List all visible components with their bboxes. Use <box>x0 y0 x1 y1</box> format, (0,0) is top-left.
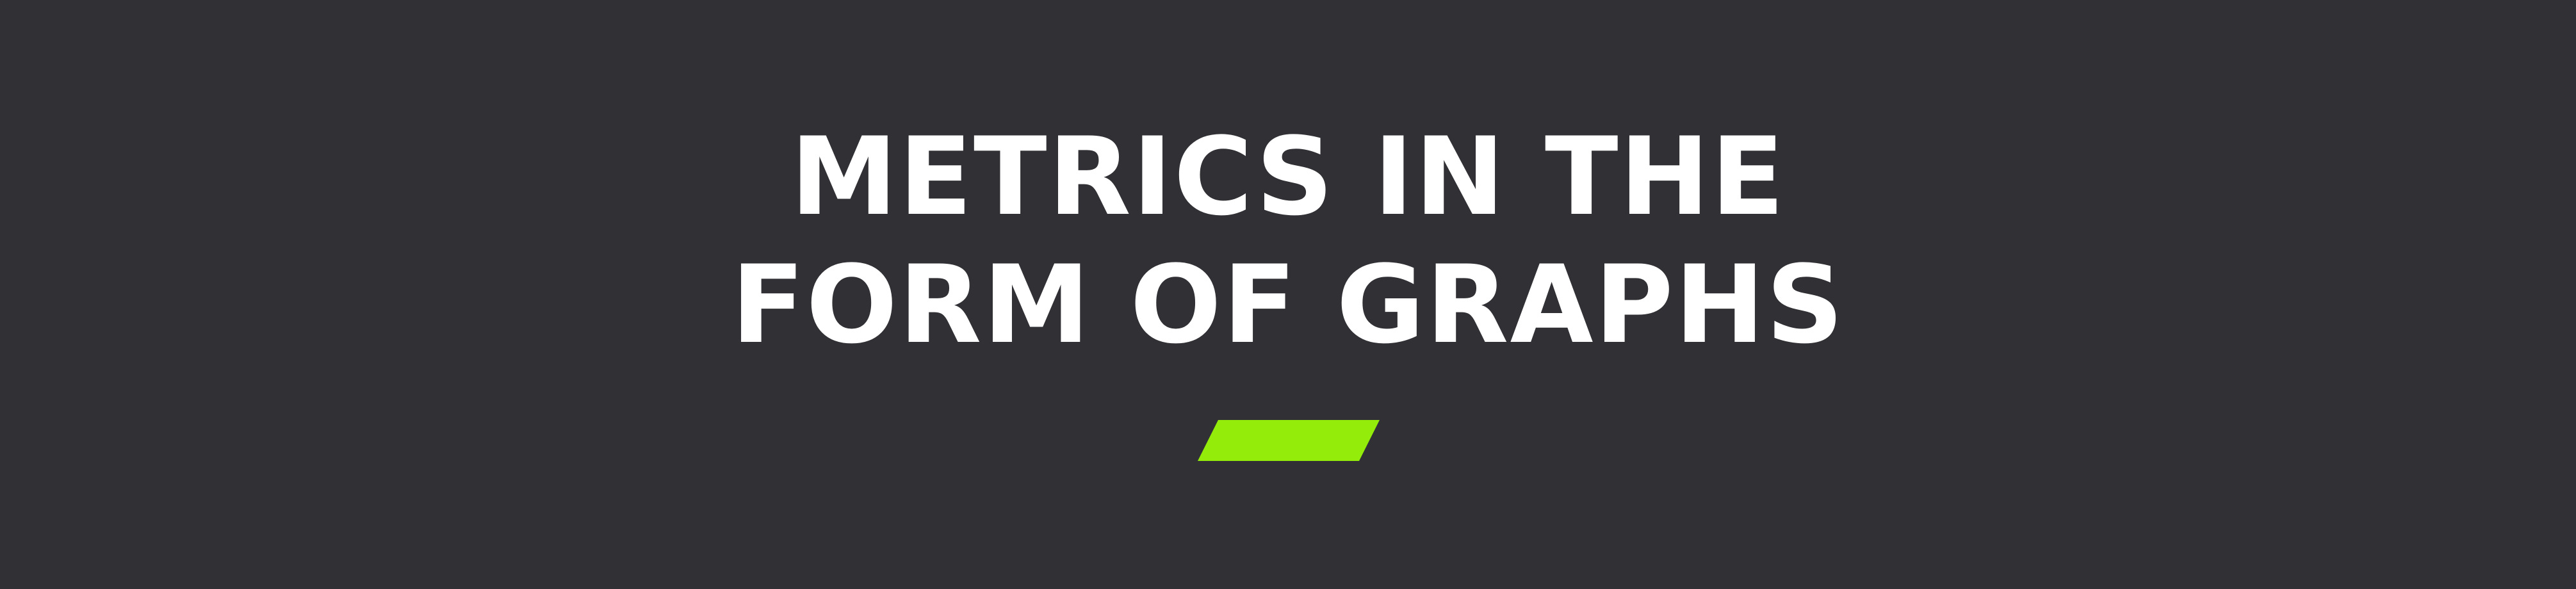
accent-parallelogram <box>1198 420 1380 461</box>
accent-bar <box>1198 420 1380 461</box>
headline-line-1: METRICS IN THE <box>790 114 1786 239</box>
headline-line-2: FORM OF GRAPHS <box>731 242 1845 367</box>
